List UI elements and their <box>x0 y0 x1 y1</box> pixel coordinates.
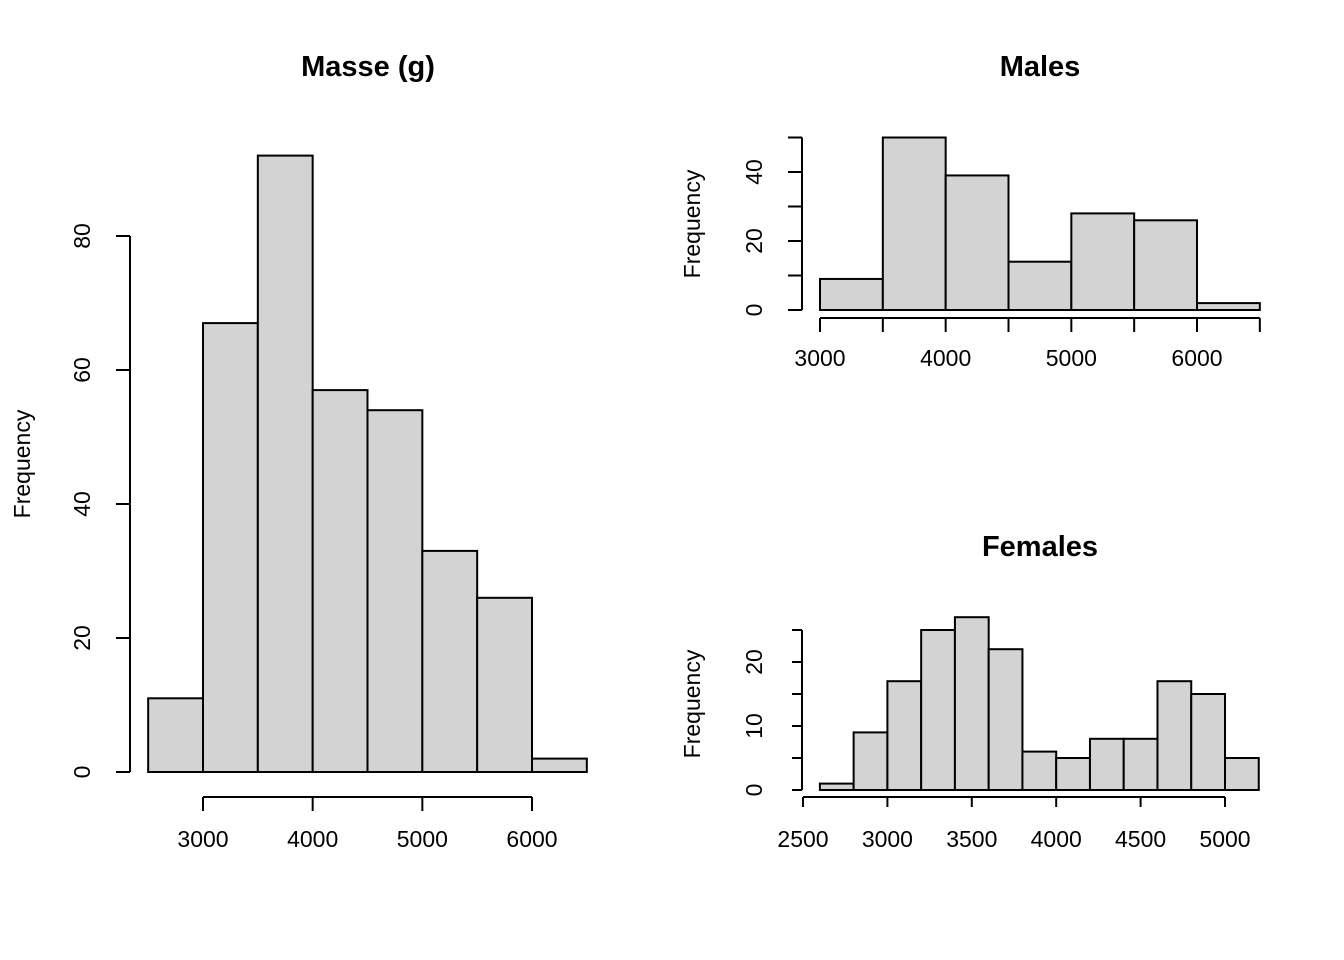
females-bar-6 <box>1021 750 1058 791</box>
males-histogram-panel: Males Frequency 0 20 40 3000 4000 5000 6000 <box>679 51 1261 371</box>
females-bar-2 <box>886 680 923 792</box>
masse-y-tick-label-4: 80 <box>69 223 95 249</box>
females-bar-9 <box>1122 737 1159 791</box>
females-bar-1 <box>852 731 889 792</box>
masse-bar-3 <box>311 389 369 773</box>
masse-x-axis: 3000 4000 5000 6000 <box>177 796 558 852</box>
females-y-tick-label-0: 0 <box>741 784 767 797</box>
females-x-tick-label-5: 5000 <box>1199 826 1250 852</box>
males-y-tick-label-1: 20 <box>741 228 767 254</box>
females-bar-11 <box>1190 693 1226 791</box>
males-x-tick-label-0: 3000 <box>794 345 845 371</box>
females-x-tick-label-1: 3000 <box>862 826 913 852</box>
masse-y-tick-label-0: 0 <box>69 766 95 779</box>
masse-bar-0 <box>147 697 205 773</box>
males-x-axis: 3000 4000 5000 6000 <box>794 317 1261 371</box>
females-histogram-panel: Females Frequency 0 10 20 2500 3000 3500 4000… <box>679 531 1260 852</box>
females-bar-12 <box>1224 757 1260 791</box>
masse-y-tick-label-3: 60 <box>69 357 95 383</box>
females-y-axis-label: Frequency <box>679 649 705 758</box>
males-title: Males <box>1000 51 1081 83</box>
masse-y-tick-label-1: 20 <box>69 625 95 651</box>
females-bar-5 <box>987 648 1024 792</box>
masse-y-axis: 0 20 40 60 80 <box>69 223 131 779</box>
males-bar-2 <box>944 174 1010 311</box>
masse-y-tick-label-2: 40 <box>69 491 95 517</box>
masse-x-tick-label-1: 4000 <box>287 826 338 852</box>
females-bar-7 <box>1055 757 1091 791</box>
masse-title: Masse (g) <box>301 51 435 83</box>
females-x-axis: 2500 3000 3500 4000 4500 5000 <box>777 796 1251 852</box>
females-y-tick-label-2: 20 <box>741 649 767 675</box>
males-bar-4 <box>1070 212 1136 311</box>
females-x-tick-label-3: 4000 <box>1031 826 1082 852</box>
females-x-tick-label-0: 2500 <box>777 826 828 852</box>
masse-x-tick-label-0: 3000 <box>177 826 228 852</box>
masse-bar-1 <box>202 322 259 773</box>
males-bar-5 <box>1133 219 1198 311</box>
males-y-axis-label: Frequency <box>679 169 705 278</box>
masse-bars <box>147 154 588 774</box>
males-x-tick-label-2: 5000 <box>1046 345 1097 371</box>
masse-y-axis-label: Frequency <box>9 409 35 518</box>
males-bars <box>819 136 1261 312</box>
females-bars <box>818 616 1260 792</box>
females-bar-4 <box>953 616 990 792</box>
masse-bar-2 <box>256 154 314 774</box>
masse-bar-7 <box>531 757 588 773</box>
masse-histogram-panel: Masse (g) Frequency 0 20 40 60 80 3000 4000 50… <box>9 51 588 852</box>
females-x-tick-label-4: 4500 <box>1115 826 1166 852</box>
females-y-tick-label-1: 10 <box>741 713 767 739</box>
females-title: Females <box>982 531 1098 563</box>
males-y-tick-label-0: 0 <box>741 304 767 317</box>
females-bar-10 <box>1156 680 1193 792</box>
masse-bar-5 <box>421 549 479 774</box>
males-bar-0 <box>819 277 884 312</box>
masse-x-tick-label-3: 6000 <box>506 826 557 852</box>
males-x-tick-label-1: 4000 <box>920 345 971 371</box>
males-x-tick-label-3: 6000 <box>1171 345 1222 371</box>
males-bar-6 <box>1196 302 1261 312</box>
males-bar-3 <box>1007 260 1073 312</box>
females-y-axis: 0 10 20 <box>741 629 803 797</box>
females-bar-8 <box>1088 737 1125 791</box>
females-bar-3 <box>920 629 956 791</box>
females-x-tick-label-2: 3500 <box>946 826 997 852</box>
masse-bar-6 <box>476 596 533 773</box>
males-bar-1 <box>881 136 947 311</box>
masse-bar-4 <box>366 409 424 773</box>
males-y-axis: 0 20 40 <box>741 136 803 317</box>
males-y-tick-label-2: 40 <box>741 159 767 185</box>
masse-x-tick-label-2: 5000 <box>397 826 448 852</box>
females-bar-0 <box>818 782 855 791</box>
